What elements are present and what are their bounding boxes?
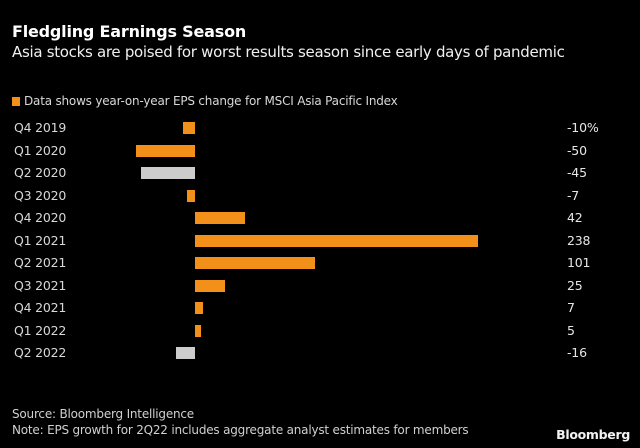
value-label: -45 bbox=[567, 165, 587, 180]
bar-row: Q4 2019 -10% bbox=[0, 118, 640, 140]
value-label: 238 bbox=[567, 232, 591, 248]
bar bbox=[186, 189, 195, 202]
category-label: Q4 2019 bbox=[14, 120, 67, 135]
bar bbox=[141, 167, 195, 179]
category-label: Q2 2022 bbox=[14, 345, 67, 360]
bar-row: Q1 2022 5 bbox=[0, 321, 640, 343]
bar-row: Q2 2022 -16 bbox=[0, 343, 640, 365]
value-label: 7 bbox=[567, 300, 575, 315]
category-label: Q1 2021 bbox=[14, 232, 67, 248]
bar bbox=[195, 279, 225, 292]
source-text: Source: Bloomberg Intelligence bbox=[12, 407, 194, 421]
bar-row: Q4 2020 42 bbox=[0, 208, 640, 230]
chart-title: Fledgling Earnings Season bbox=[12, 22, 247, 41]
bar-row: Q1 2021 238 bbox=[0, 231, 640, 253]
bar-row: Q3 2021 25 bbox=[0, 276, 640, 298]
bar bbox=[195, 212, 245, 224]
value-label: -7 bbox=[567, 187, 580, 203]
bar bbox=[195, 302, 204, 314]
bar-row: Q2 2020 -45 bbox=[0, 163, 640, 185]
category-label: Q4 2021 bbox=[14, 300, 67, 315]
category-label: Q3 2020 bbox=[14, 187, 67, 203]
legend-swatch-icon bbox=[12, 96, 20, 106]
category-label: Q3 2021 bbox=[14, 277, 67, 293]
category-label: Q2 2021 bbox=[14, 255, 67, 270]
value-label: -50 bbox=[567, 142, 587, 158]
legend-label: Data shows year-on-year EPS change for M… bbox=[24, 94, 398, 108]
chart-footer: Source: Bloomberg Intelligence Note: EPS… bbox=[12, 406, 469, 438]
value-label: -10% bbox=[567, 120, 599, 135]
bar-row: Q2 2021 101 bbox=[0, 253, 640, 275]
bar bbox=[195, 324, 201, 337]
bar-row: Q3 2020 -7 bbox=[0, 186, 640, 208]
value-label: 42 bbox=[567, 210, 583, 225]
value-label: 5 bbox=[567, 322, 575, 338]
category-label: Q1 2020 bbox=[14, 142, 67, 158]
bloomberg-logo: Bloomberg bbox=[556, 427, 630, 442]
category-label: Q4 2020 bbox=[14, 210, 67, 225]
bar-row: Q4 2021 7 bbox=[0, 298, 640, 320]
bar-row: Q1 2020 -50 bbox=[0, 141, 640, 163]
value-label: -16 bbox=[567, 345, 587, 360]
legend: Data shows year-on-year EPS change for M… bbox=[12, 94, 398, 108]
chart-subtitle: Asia stocks are poised for worst results… bbox=[12, 43, 565, 61]
note-text: Note: EPS growth for 2Q22 includes aggre… bbox=[12, 423, 469, 437]
bar bbox=[195, 234, 478, 247]
bar bbox=[135, 144, 195, 157]
bar bbox=[195, 257, 316, 269]
value-label: 25 bbox=[567, 277, 583, 293]
bar bbox=[175, 347, 195, 359]
value-label: 101 bbox=[567, 255, 591, 270]
category-label: Q2 2020 bbox=[14, 165, 67, 180]
bar bbox=[183, 122, 195, 134]
category-label: Q1 2022 bbox=[14, 322, 67, 338]
